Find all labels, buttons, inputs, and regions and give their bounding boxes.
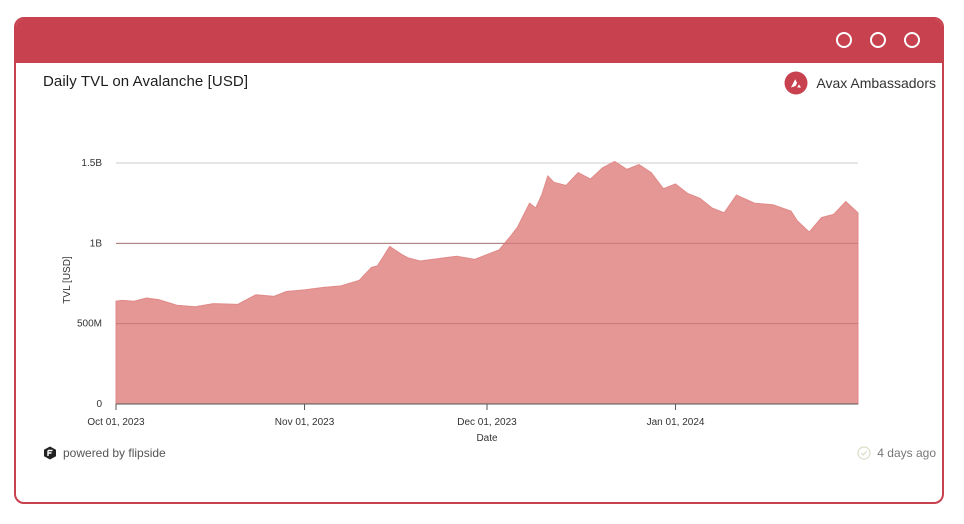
x-tick-label: Jan 01, 2024	[647, 417, 705, 428]
axes: 0 500M 1B 1.5B Oct 01, 2023 Nov 01, 2023 Dec 0…	[77, 158, 858, 428]
y-tick-label: 500M	[77, 319, 102, 330]
y-tick-label: 1.5B	[81, 158, 102, 169]
y-axis-label: TVL [USD]	[62, 256, 73, 304]
x-axis-label: Date	[476, 433, 498, 444]
powered-by-text: powered by flipside	[63, 446, 166, 460]
brand-label: Avax Ambassadors	[816, 75, 936, 91]
x-tick-label: Nov 01, 2023	[275, 417, 335, 428]
last-updated: 4 days ago	[857, 446, 936, 460]
check-circle-icon	[857, 446, 871, 460]
x-tick-label: Dec 01, 2023	[457, 417, 517, 428]
flipside-logo-icon	[44, 446, 56, 460]
y-tick-label: 0	[96, 399, 102, 410]
circle-icon[interactable]	[870, 32, 886, 48]
avalanche-logo-icon	[784, 71, 808, 95]
circle-icon[interactable]	[904, 32, 920, 48]
tvl-area-series	[115, 160, 859, 405]
window-titlebar	[16, 19, 942, 63]
updated-text: 4 days ago	[877, 446, 936, 460]
x-tick-label: Oct 01, 2023	[87, 417, 145, 428]
powered-by-link[interactable]: powered by flipside	[43, 446, 166, 460]
y-tick-label: 1B	[90, 238, 103, 249]
chart-title: Daily TVL on Avalanche [USD]	[43, 73, 249, 90]
circle-icon[interactable]	[836, 32, 852, 48]
brand-badge[interactable]: Avax Ambassadors	[784, 71, 936, 95]
